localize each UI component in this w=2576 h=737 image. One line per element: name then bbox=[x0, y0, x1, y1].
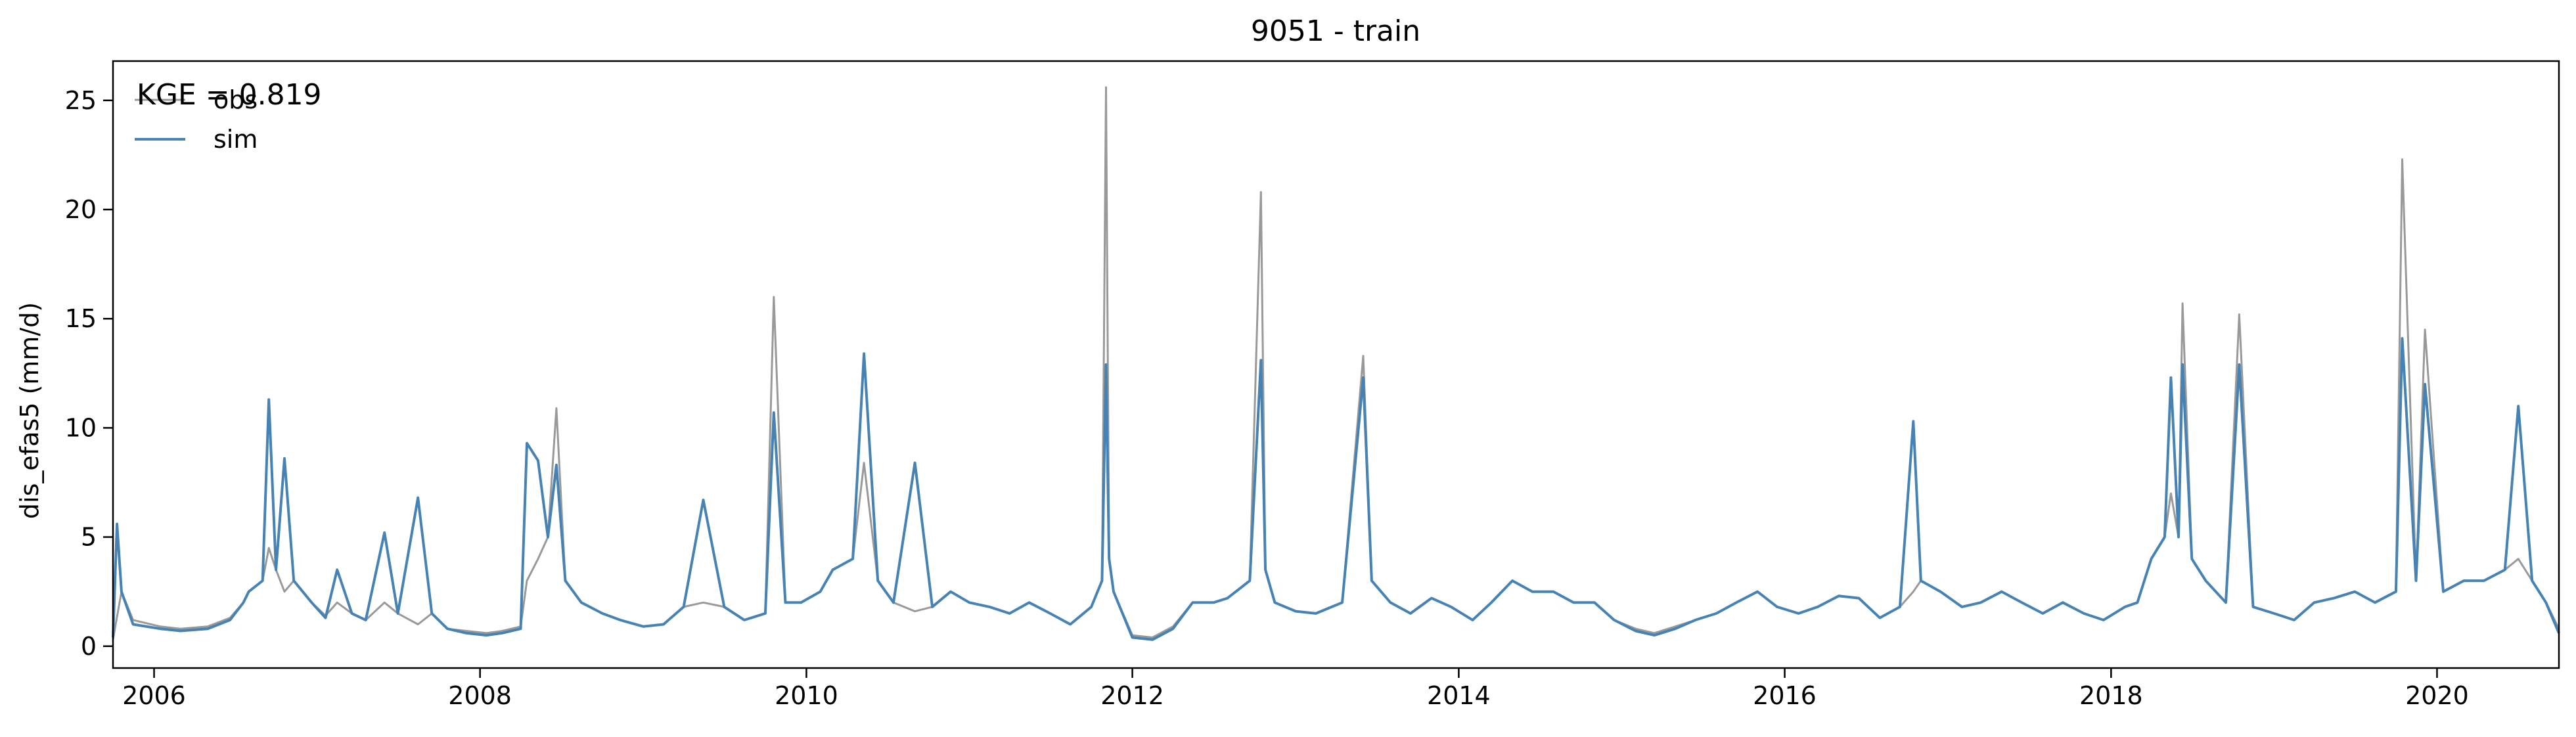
y-tick-label-5: 5 bbox=[81, 523, 97, 552]
y-axis: 0 5 10 15 20 25 bbox=[65, 86, 113, 661]
x-tick-label-2014: 2014 bbox=[1427, 681, 1491, 710]
legend-label-obs: obs bbox=[214, 85, 258, 114]
x-tick-label-2008: 2008 bbox=[448, 681, 512, 710]
x-tick-label-2012: 2012 bbox=[1100, 681, 1164, 710]
y-tick-label-0: 0 bbox=[81, 632, 97, 661]
kge-annotation: KGE = 0.819 bbox=[137, 78, 322, 112]
y-tick-label-15: 15 bbox=[65, 304, 97, 333]
x-axis: 2006 2008 2010 2012 2014 2016 2018 2020 bbox=[122, 668, 2469, 710]
plot-frame bbox=[112, 60, 2560, 669]
legend-label-sim: sim bbox=[214, 125, 258, 154]
chart-title: 9051 - train bbox=[1251, 14, 1420, 48]
x-tick-label-2006: 2006 bbox=[122, 681, 186, 710]
x-tick-label-2016: 2016 bbox=[1753, 681, 1817, 710]
x-tick-label-2010: 2010 bbox=[775, 681, 838, 710]
y-tick-label-20: 20 bbox=[65, 195, 97, 224]
series-line-obs bbox=[112, 86, 2560, 640]
x-tick-label-2018: 2018 bbox=[2079, 681, 2143, 710]
legend: obs sim bbox=[135, 85, 258, 154]
series-line-sim bbox=[112, 337, 2560, 641]
y-axis-label: dis_efas5 (mm/d) bbox=[15, 302, 44, 519]
x-tick-label-2020: 2020 bbox=[2405, 681, 2469, 710]
series-layer bbox=[112, 86, 2560, 641]
y-tick-label-10: 10 bbox=[65, 413, 97, 442]
y-tick-label-25: 25 bbox=[65, 86, 97, 115]
